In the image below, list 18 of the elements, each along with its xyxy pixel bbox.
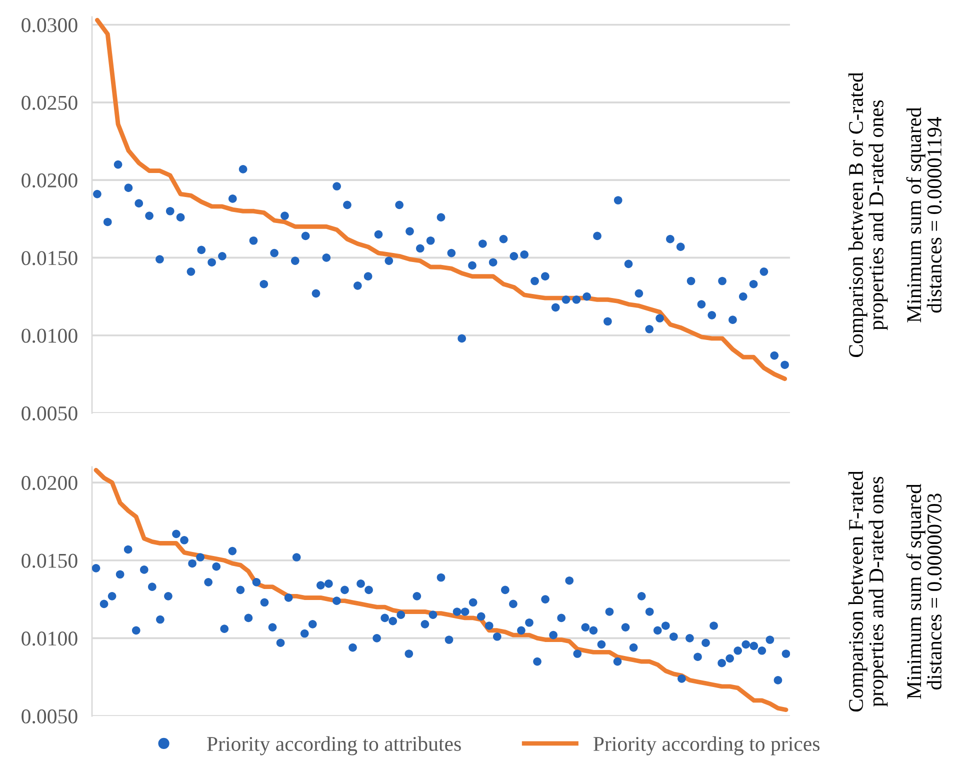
y-tick-label: 0.0100 [22,632,78,646]
y-tick-label: 0.0050 [22,709,78,724]
line-series [94,468,788,712]
y-tick-label: 0.0100 [22,328,78,343]
legend-label: Priority according to attributes [207,736,461,756]
y-tick-label: 0.0050 [22,406,78,421]
y-tick-label: 0.0150 [22,251,78,266]
y-tick-label: 0.0150 [22,554,78,568]
line-series [94,18,788,382]
text: Minimum sum of squared distances = 0.00000703 [906,484,942,699]
text: Comparison between B or C-rated properties and D-rated ones [848,72,888,358]
text: Minimum sum of squared distances = 0.00001194 [906,107,942,322]
y-tick-label: 0.0200 [22,476,78,490]
y-tick-label: 0.0200 [22,173,78,188]
legend-label: Priority according to prices [593,736,820,756]
y-tick-label: 0.0300 [22,18,78,32]
text: Comparison between F-rated properties and D-rated ones [848,470,888,712]
y-tick-label: 0.0250 [22,96,78,110]
